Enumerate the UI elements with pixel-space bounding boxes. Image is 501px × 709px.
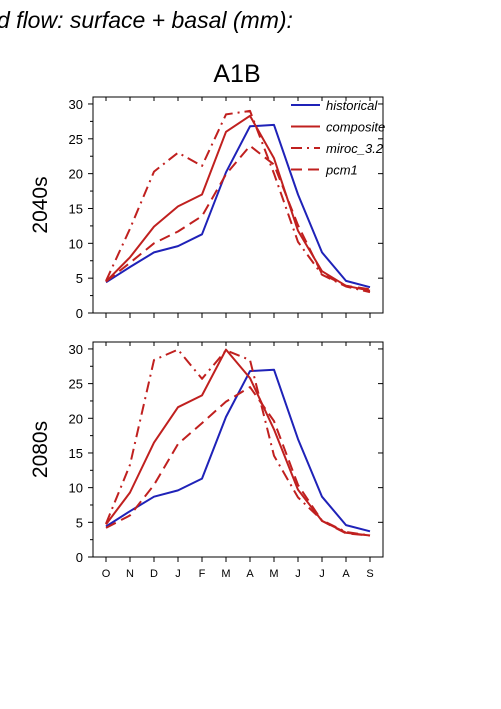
x-tick-label: M bbox=[221, 568, 230, 580]
y-tick-label: 25 bbox=[69, 132, 83, 147]
legend-label: miroc_3.2 bbox=[326, 141, 384, 156]
legend-label: pcm1 bbox=[325, 163, 358, 178]
x-tick-label: J bbox=[295, 568, 301, 580]
y-tick-label: 0 bbox=[76, 550, 83, 565]
panel-2080s: 0 5 10 15 20 25 30 O N D J F M A M J J A S 2080s bbox=[29, 341, 384, 580]
series-line-miroc-3-2 bbox=[105, 109, 371, 294]
x-tick-label: D bbox=[150, 568, 158, 580]
y-tick-label: 25 bbox=[69, 377, 83, 392]
x-tick-label: J bbox=[319, 568, 325, 580]
series-line-pcm1 bbox=[105, 386, 371, 537]
y-tick-label: 10 bbox=[69, 481, 83, 496]
series-line-historical bbox=[105, 123, 371, 289]
y-tick-label: 15 bbox=[69, 446, 83, 461]
series-line-miroc-3-2 bbox=[105, 348, 371, 537]
y-tick-label: 30 bbox=[69, 342, 83, 357]
x-tick-label: N bbox=[126, 568, 134, 580]
figure-header-title: d flow: surface + basal (mm): bbox=[0, 7, 293, 33]
x-tick-label: J bbox=[175, 568, 181, 580]
x-tick-label: F bbox=[199, 568, 206, 580]
period-label: 2080s bbox=[29, 421, 52, 478]
y-tick-label: 10 bbox=[69, 236, 83, 251]
x-tick-label: A bbox=[342, 568, 350, 580]
y-tick-label: 20 bbox=[69, 411, 83, 426]
y-tick-label: 20 bbox=[69, 167, 83, 182]
x-tick-label: O bbox=[102, 568, 111, 580]
y-tick-label: 5 bbox=[76, 271, 83, 286]
legend-label: historical bbox=[326, 98, 378, 113]
y-tick-label: 30 bbox=[69, 97, 83, 112]
series-line-pcm1 bbox=[105, 144, 371, 291]
period-label: 2040s bbox=[29, 176, 52, 233]
y-tick-label: 15 bbox=[69, 201, 83, 216]
panel-2040s: 0 5 10 15 20 25 30 2040s bbox=[29, 96, 384, 321]
plot-frame bbox=[92, 96, 384, 314]
x-tick-label: M bbox=[269, 568, 278, 580]
scenario-title: A1B bbox=[213, 60, 260, 88]
x-tick-label: A bbox=[246, 568, 254, 580]
y-tick-label: 5 bbox=[76, 515, 83, 530]
plot-frame bbox=[92, 341, 384, 558]
series-line-composite bbox=[105, 114, 371, 292]
legend: historical composite miroc_3.2 pcm1 bbox=[291, 98, 385, 178]
y-tick-label: 0 bbox=[76, 306, 83, 321]
legend-label: composite bbox=[326, 120, 385, 135]
x-tick-label: S bbox=[366, 568, 373, 580]
